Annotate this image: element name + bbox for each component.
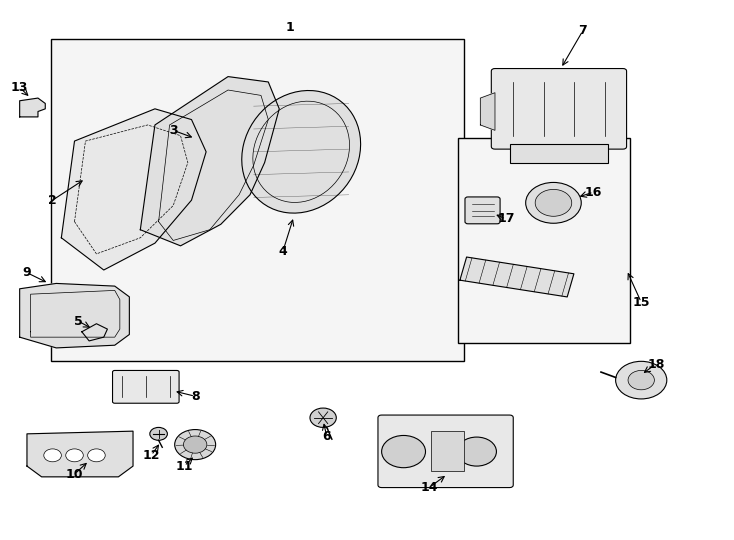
FancyBboxPatch shape: [378, 415, 513, 488]
Text: 15: 15: [633, 296, 650, 309]
Text: 16: 16: [585, 186, 603, 199]
Circle shape: [535, 190, 572, 217]
Circle shape: [310, 408, 336, 427]
Text: 17: 17: [497, 212, 515, 226]
Text: 9: 9: [23, 266, 32, 279]
Text: 10: 10: [66, 468, 83, 481]
Text: 8: 8: [191, 390, 200, 403]
Text: 11: 11: [175, 460, 193, 472]
Circle shape: [44, 449, 62, 462]
Text: 14: 14: [421, 481, 438, 494]
Text: 18: 18: [647, 357, 664, 370]
Text: 2: 2: [48, 194, 57, 207]
Polygon shape: [20, 284, 129, 348]
Bar: [509, 144, 608, 163]
Polygon shape: [81, 323, 107, 341]
Text: 7: 7: [578, 24, 587, 37]
Text: 1: 1: [286, 21, 294, 33]
Polygon shape: [27, 431, 133, 477]
Circle shape: [382, 435, 426, 468]
Circle shape: [150, 427, 167, 440]
Circle shape: [628, 370, 655, 390]
Polygon shape: [140, 77, 279, 246]
Polygon shape: [20, 98, 46, 117]
Polygon shape: [480, 93, 495, 130]
Text: 5: 5: [74, 314, 82, 328]
Circle shape: [175, 429, 216, 460]
Circle shape: [526, 183, 581, 223]
Circle shape: [616, 361, 666, 399]
Text: 13: 13: [11, 81, 29, 94]
Bar: [51, 39, 464, 361]
Bar: [459, 138, 631, 342]
Bar: [432, 431, 464, 471]
Circle shape: [457, 437, 496, 466]
Text: 6: 6: [322, 430, 331, 443]
Text: 3: 3: [169, 124, 178, 137]
Polygon shape: [62, 109, 206, 270]
Circle shape: [66, 449, 83, 462]
FancyBboxPatch shape: [491, 69, 627, 149]
Circle shape: [87, 449, 105, 462]
Circle shape: [184, 436, 207, 453]
FancyBboxPatch shape: [465, 197, 500, 224]
Ellipse shape: [241, 91, 360, 213]
FancyBboxPatch shape: [112, 370, 179, 403]
Polygon shape: [460, 257, 574, 297]
Text: 12: 12: [142, 449, 160, 462]
Text: 4: 4: [278, 245, 287, 258]
